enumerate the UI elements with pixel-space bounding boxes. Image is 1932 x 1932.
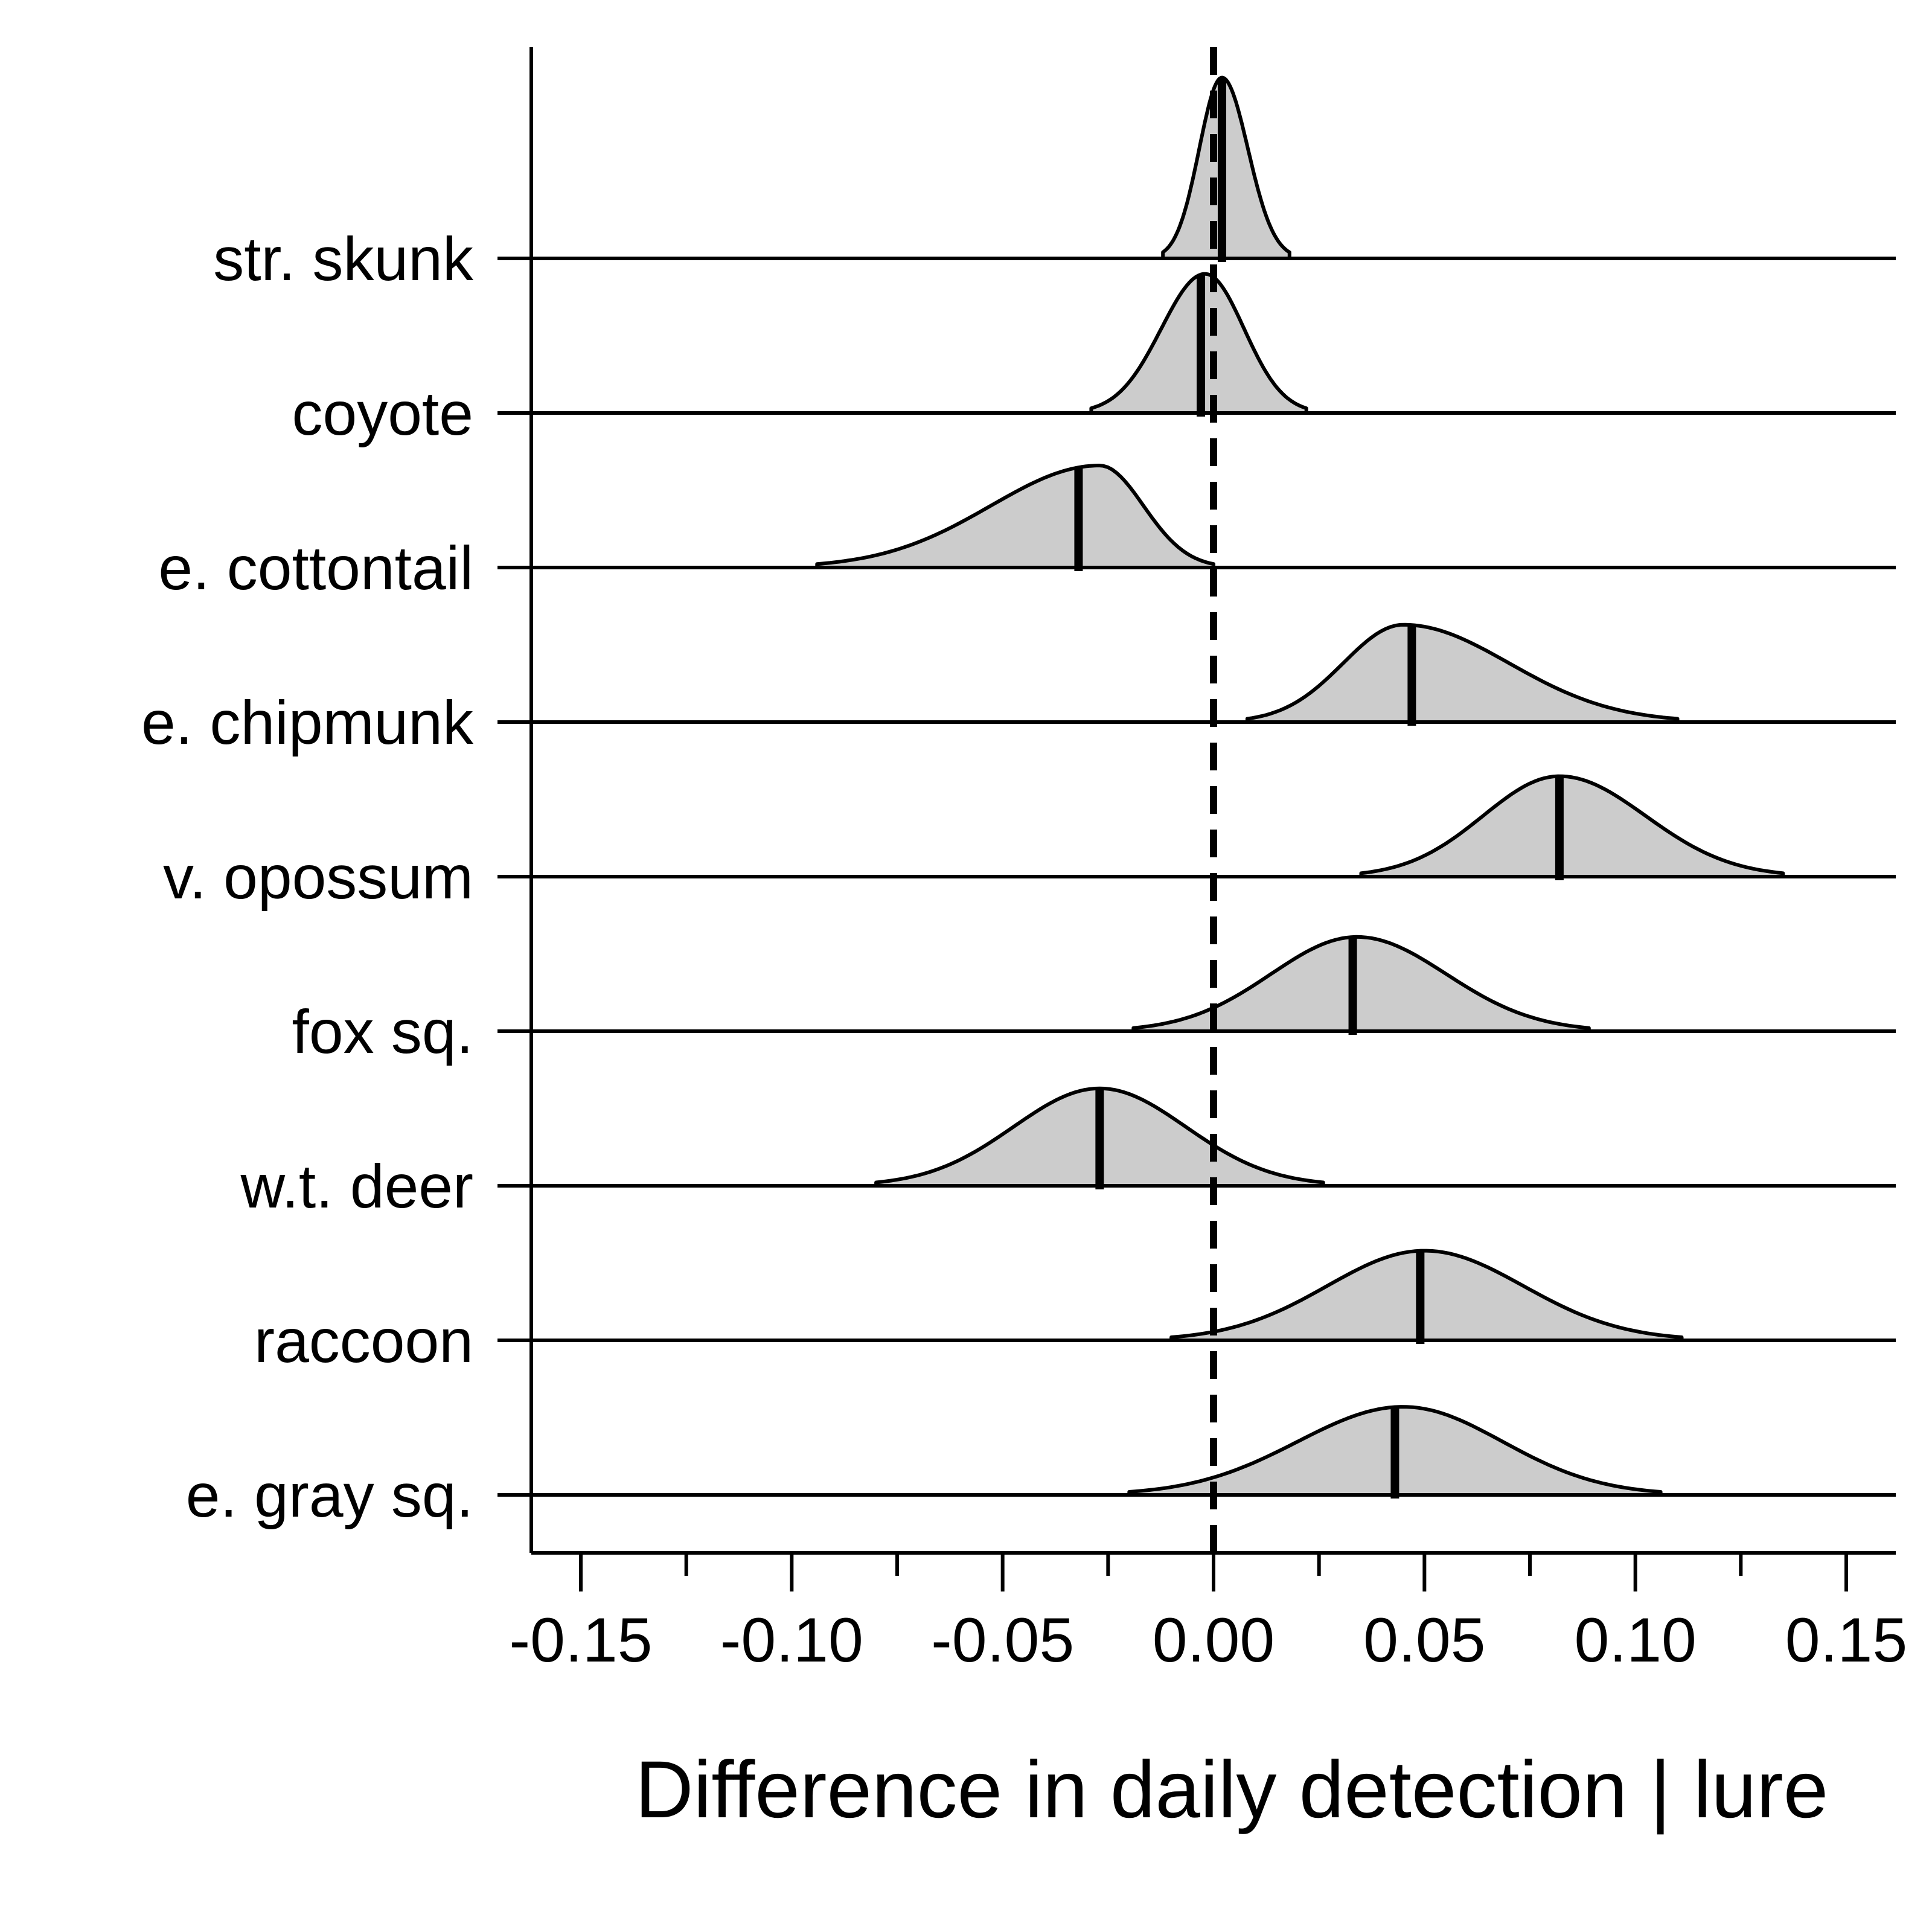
category-label: e. chipmunk — [141, 688, 474, 757]
category-label: v. opossum — [163, 843, 473, 912]
density-ridge — [1169, 1249, 1684, 1342]
density-ridges — [815, 75, 1785, 1497]
x-tick-label: 0.00 — [1153, 1605, 1275, 1675]
category-baselines — [497, 257, 1896, 1497]
density-ridge — [1245, 622, 1680, 724]
median-marks — [1074, 77, 1564, 1499]
x-tick-label: -0.05 — [931, 1605, 1074, 1675]
density-ridge — [1131, 935, 1591, 1033]
x-tick-label: 0.10 — [1574, 1605, 1696, 1675]
x-tick-label: -0.10 — [720, 1605, 863, 1675]
density-ridge — [1161, 75, 1291, 260]
x-axis-title: Difference in daily detection | lure — [635, 1745, 1828, 1835]
category-label: str. skunk — [213, 225, 474, 293]
category-label: coyote — [292, 379, 473, 448]
x-tick-label: -0.15 — [509, 1605, 652, 1675]
density-ridge — [1359, 774, 1785, 878]
category-label: fox sq. — [292, 997, 473, 1066]
category-label: e. gray sq. — [186, 1461, 473, 1530]
category-label: w.t. deer — [240, 1152, 473, 1221]
x-axis-ticks: -0.15 -0.10 -0.05 0.00 0.05 0.10 0.15 — [509, 1553, 1907, 1675]
category-label: raccoon — [254, 1307, 473, 1375]
x-tick-label: 0.15 — [1785, 1605, 1907, 1675]
density-ridge — [815, 464, 1215, 569]
x-tick-label: 0.05 — [1363, 1605, 1485, 1675]
y-axis-categories: str. skunk coyote e. cottontail e. chipmunk… — [141, 225, 474, 1530]
category-label: e. cottontail — [158, 534, 473, 603]
